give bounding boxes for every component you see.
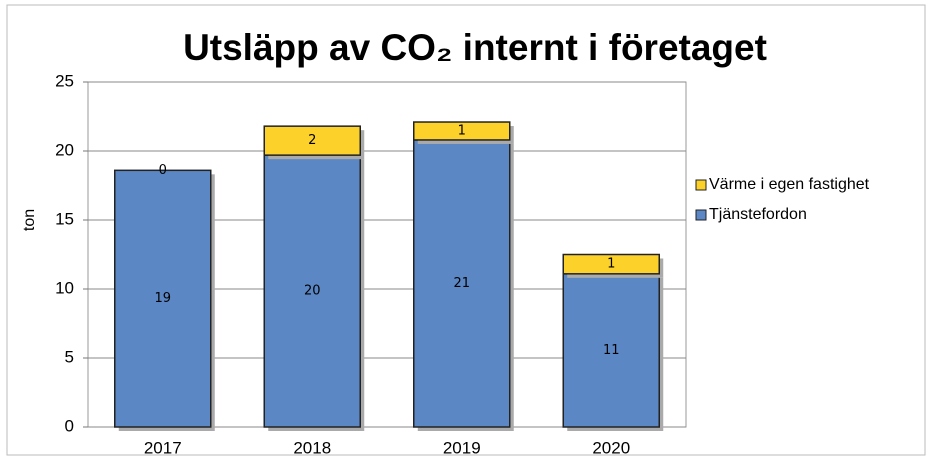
bar-segment [413,139,511,428]
legend-swatch [695,179,707,191]
data-label: 1 [607,257,615,272]
x-tick-label: 2019 [443,438,481,457]
y-axis-label: ton [21,209,38,231]
y-tick-label: 10 [55,278,74,297]
legend-label: Värme i egen fastighet [709,176,870,193]
data-label: 2 [308,133,316,148]
y-tick-label: 5 [65,347,74,366]
data-label: 21 [453,276,470,291]
x-tick-label: 2017 [144,438,182,457]
x-tick-label: 2018 [293,438,331,457]
bar-segment [263,154,361,428]
y-tick-label: 25 [55,71,74,90]
bar-segment [562,273,660,428]
data-label: 1 [458,123,466,138]
bar-segment [263,125,361,156]
bar-segment [562,253,660,275]
y-tick-label: 0 [65,416,74,435]
legend-swatch [695,209,707,221]
data-label: 19 [154,291,171,306]
y-tick-label: 20 [55,140,74,159]
data-label: 20 [304,284,321,299]
bar-segment [114,169,212,428]
data-label: 11 [603,343,620,358]
x-tick-label: 2020 [592,438,630,457]
chart-title: Utsläpp av CO₂ internt i företaget [183,27,767,68]
y-tick-label: 15 [55,209,74,228]
data-label: 0 [159,163,167,178]
legend-label: Tjänstefordon [709,206,807,223]
bar-segment [413,121,511,141]
